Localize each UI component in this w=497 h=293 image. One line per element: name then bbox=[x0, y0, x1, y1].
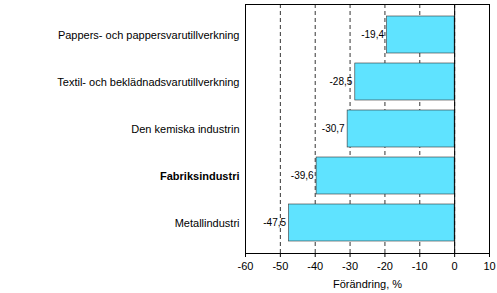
svg-text:Metallindustri: Metallindustri bbox=[175, 217, 240, 229]
svg-text:-60: -60 bbox=[238, 260, 254, 272]
svg-text:-10: -10 bbox=[412, 260, 428, 272]
svg-text:-47,5: -47,5 bbox=[263, 217, 286, 228]
svg-text:Fabriksindustri: Fabriksindustri bbox=[160, 170, 239, 182]
svg-text:0: 0 bbox=[452, 260, 458, 272]
svg-text:-28,5: -28,5 bbox=[330, 76, 353, 87]
svg-text:Förändring, %: Förändring, % bbox=[333, 278, 402, 290]
svg-text:-20: -20 bbox=[377, 260, 393, 272]
svg-text:Textil- och beklädnadsvarutill: Textil- och beklädnadsvarutillverkning bbox=[57, 76, 239, 88]
svg-text:-19,4: -19,4 bbox=[361, 29, 384, 40]
svg-text:-30,7: -30,7 bbox=[322, 123, 345, 134]
svg-text:Pappers- och pappersvarutillve: Pappers- och pappersvarutillverkning bbox=[58, 29, 240, 41]
svg-text:-50: -50 bbox=[272, 260, 288, 272]
svg-text:-40: -40 bbox=[307, 260, 323, 272]
svg-text:Den kemiska industrin: Den kemiska industrin bbox=[131, 123, 239, 135]
svg-text:10: 10 bbox=[483, 260, 495, 272]
svg-text:-39,6: -39,6 bbox=[291, 170, 314, 181]
svg-text:-30: -30 bbox=[342, 260, 358, 272]
